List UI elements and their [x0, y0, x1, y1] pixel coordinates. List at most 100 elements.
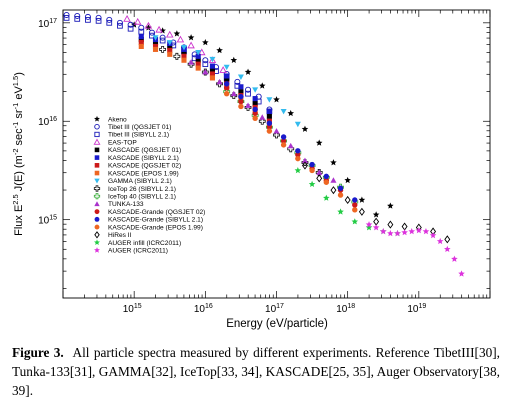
data-point: [266, 113, 272, 119]
series-14: [223, 90, 358, 213]
data-point: [337, 185, 344, 191]
data-point: [230, 56, 238, 64]
data-point: [138, 43, 144, 49]
data-point: [223, 85, 230, 91]
data-point: [223, 90, 230, 97]
legend-marker: [93, 138, 101, 145]
legend-label: IceTop 26 (SIBYLL 2.1): [108, 186, 176, 193]
data-point: [138, 34, 144, 40]
legend-label: EAS-TOP: [108, 139, 137, 146]
data-point: [238, 89, 244, 95]
legend-marker: [94, 115, 100, 122]
data-point: [167, 47, 173, 53]
data-point: [422, 228, 430, 235]
data-point: [95, 14, 102, 21]
caption-text: All particle spectra measured by differe…: [12, 345, 500, 398]
data-point: [209, 56, 216, 63]
data-point: [323, 194, 330, 201]
data-point: [187, 34, 195, 41]
legend-marker: [94, 224, 100, 230]
data-point: [266, 128, 273, 134]
data-point: [287, 142, 294, 149]
data-point: [216, 46, 223, 54]
data-point: [302, 161, 308, 170]
data-point: [216, 78, 223, 85]
data-point: [195, 61, 201, 67]
data-point: [358, 196, 366, 203]
major-ticks: [62, 10, 491, 298]
series-13: [223, 81, 358, 203]
data-point: [180, 45, 187, 51]
data-point: [138, 37, 144, 43]
data-point: [316, 169, 323, 175]
legend-marker: [94, 155, 100, 160]
data-point: [444, 245, 451, 252]
data-point: [287, 109, 295, 117]
figure-caption: Figure 3. All particle spectra measured …: [12, 343, 500, 400]
data-point: [451, 255, 458, 262]
legend-label: AUGER infill (ICRC2011): [108, 240, 181, 247]
data-point: [259, 114, 266, 120]
data-point: [195, 49, 202, 56]
series-3: [123, 14, 227, 73]
legend-label: TUNKA-133: [108, 201, 144, 208]
data-point: [244, 68, 252, 75]
data-point: [330, 177, 337, 183]
legend-marker: [94, 231, 100, 239]
y-axis-label: Flux E2.5 J(E) (m-2 sec-1 sr-1 eV1.5): [11, 72, 25, 236]
data-point: [280, 109, 287, 115]
x-tick-label: 1019: [407, 303, 426, 315]
data-point: [295, 148, 301, 154]
data-point: [330, 186, 337, 195]
legend-label: KASCADE (SIBYLL 2.1): [108, 155, 179, 162]
data-point: [176, 35, 185, 43]
data-point: [294, 121, 301, 128]
data-point: [138, 39, 144, 46]
legend-marker: [94, 209, 100, 215]
data-point: [258, 82, 266, 89]
plot-frame: [62, 9, 491, 299]
data-point: [352, 207, 358, 213]
x-tick-label: 1016: [194, 303, 213, 315]
data-point: [351, 218, 359, 225]
data-point: [145, 24, 152, 31]
figure-label: Figure 3.: [12, 345, 64, 360]
data-point: [144, 21, 153, 29]
data-point: [408, 228, 415, 235]
data-point: [133, 17, 142, 25]
legend-label: KASCADE (EPOS 1.99): [108, 170, 179, 177]
data-point: [258, 117, 266, 125]
x-tick-label: 1017: [265, 303, 284, 315]
data-point: [85, 17, 91, 23]
data-point: [123, 14, 131, 22]
data-point: [252, 100, 258, 107]
data-point: [95, 18, 102, 24]
legend-label: Tibet III (QGSJET 01): [108, 124, 171, 131]
series-11: [188, 59, 337, 183]
legend-label: KASCADE (QGSJET 02): [108, 163, 181, 170]
data-point: [181, 49, 187, 55]
data-point: [365, 221, 373, 228]
x-axis-label: Energy (eV/particle): [226, 318, 328, 330]
data-point: [187, 41, 195, 49]
legend-marker: [93, 193, 101, 200]
data-point: [230, 90, 237, 97]
data-point: [280, 134, 287, 140]
legend-label: KASCADE (QGSJET 01): [108, 147, 181, 154]
data-point: [195, 53, 201, 59]
legend-label: AUGER (ICRC2011): [108, 248, 168, 255]
data-point: [252, 96, 258, 102]
data-point: [294, 167, 302, 174]
data-point: [238, 103, 244, 110]
data-point: [209, 67, 215, 73]
data-point: [323, 173, 330, 180]
data-point: [301, 125, 309, 132]
data-point: [74, 16, 81, 22]
data-point: [308, 180, 316, 188]
data-point: [352, 202, 358, 208]
legend-label: KASCADE-Grande (QGSJET 02): [108, 209, 205, 216]
data-point: [195, 57, 201, 63]
data-point: [352, 197, 358, 203]
